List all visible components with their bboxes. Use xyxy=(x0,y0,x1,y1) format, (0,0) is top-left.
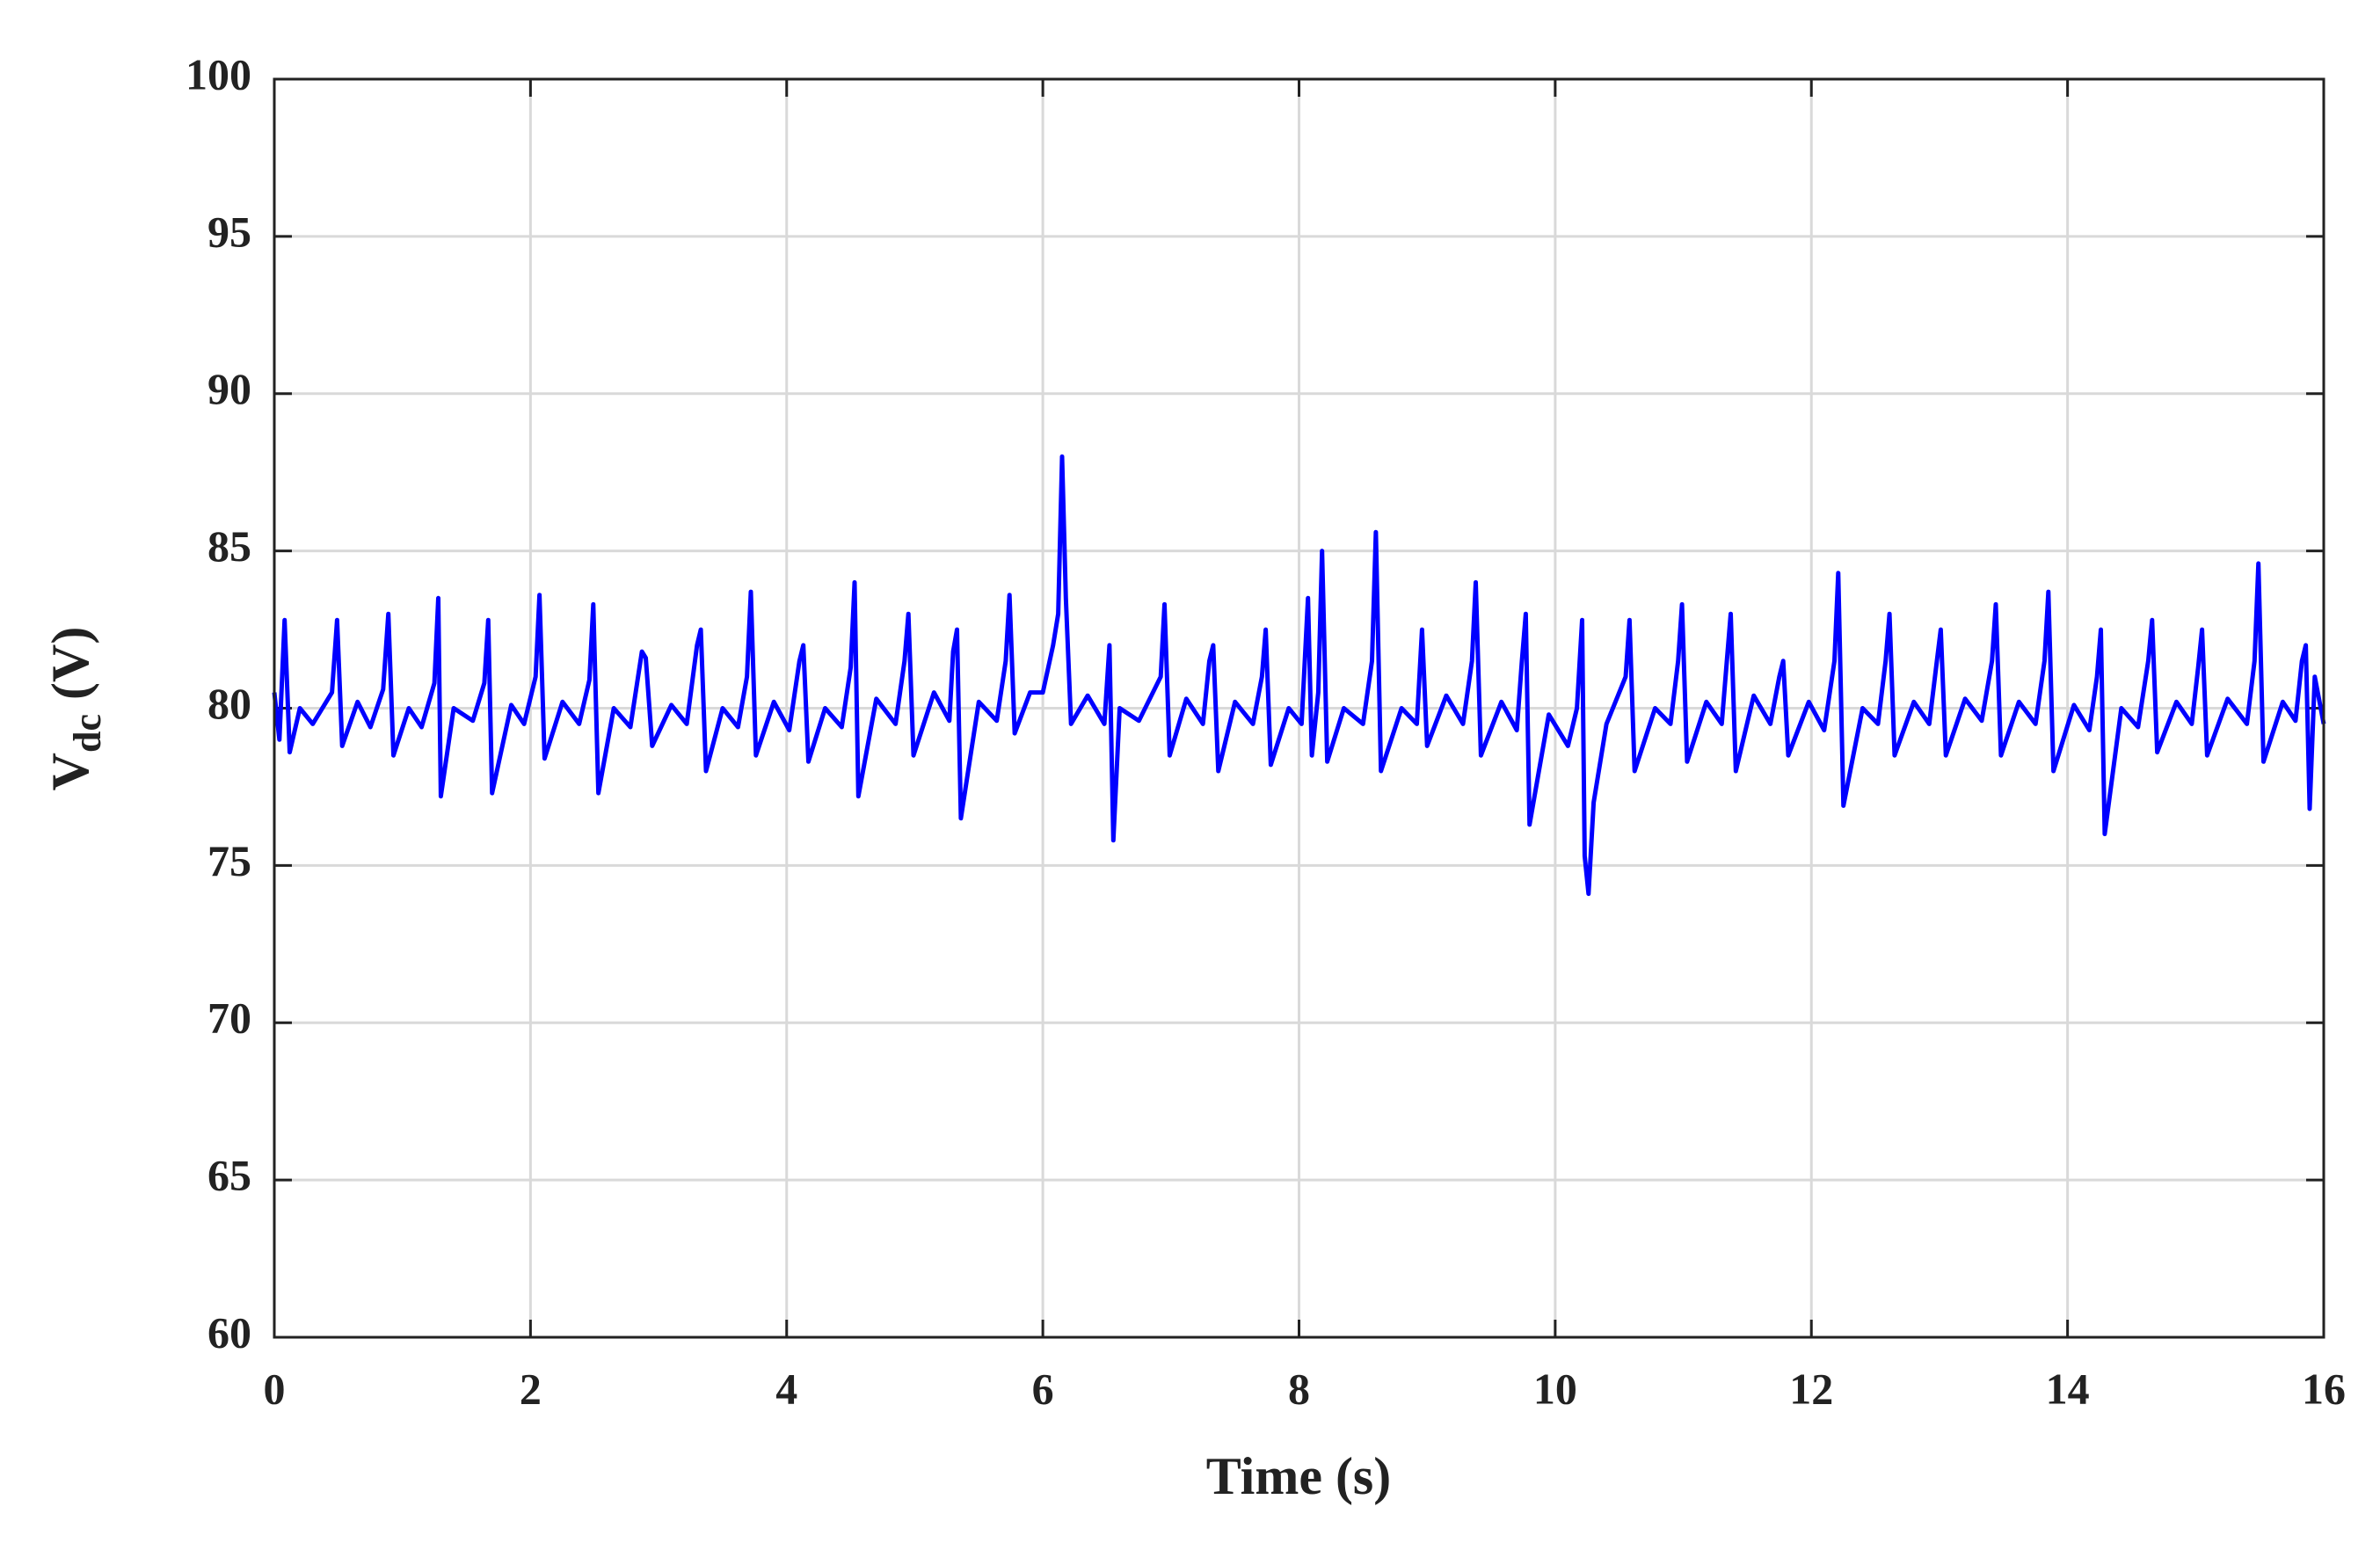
x-tick-label: 8 xyxy=(1288,1364,1310,1413)
y-tick-label: 60 xyxy=(207,1307,251,1357)
x-tick-label: 10 xyxy=(1533,1364,1577,1413)
x-tick-label: 16 xyxy=(2302,1364,2346,1413)
y-axis-symbol: V xyxy=(41,753,99,790)
x-axis-title: Time (s) xyxy=(1206,1447,1392,1505)
x-tick-label: 12 xyxy=(1789,1364,1833,1413)
plot-frame xyxy=(273,77,2325,1339)
y-tick-label: 100 xyxy=(186,49,251,98)
y-tick-label: 95 xyxy=(207,207,251,256)
x-tick-label: 14 xyxy=(2046,1364,2090,1413)
y-axis-subscript: dc xyxy=(66,714,109,753)
x-tick-label: 6 xyxy=(1032,1364,1054,1413)
y-tick-label: 75 xyxy=(207,836,251,885)
y-tick-label: 85 xyxy=(207,521,251,571)
y-axis-unit: (V) xyxy=(41,627,99,700)
y-tick-label: 90 xyxy=(207,364,251,413)
y-tick-label: 65 xyxy=(207,1151,251,1200)
x-tick-label: 2 xyxy=(520,1364,542,1413)
y-axis-title: Vdc (V) xyxy=(41,627,109,791)
x-tick-label: 4 xyxy=(775,1364,797,1413)
x-tick-label: 0 xyxy=(264,1364,286,1413)
y-tick-label: 80 xyxy=(207,679,251,728)
data-line xyxy=(272,454,2326,897)
y-tick-label: 70 xyxy=(207,993,251,1043)
